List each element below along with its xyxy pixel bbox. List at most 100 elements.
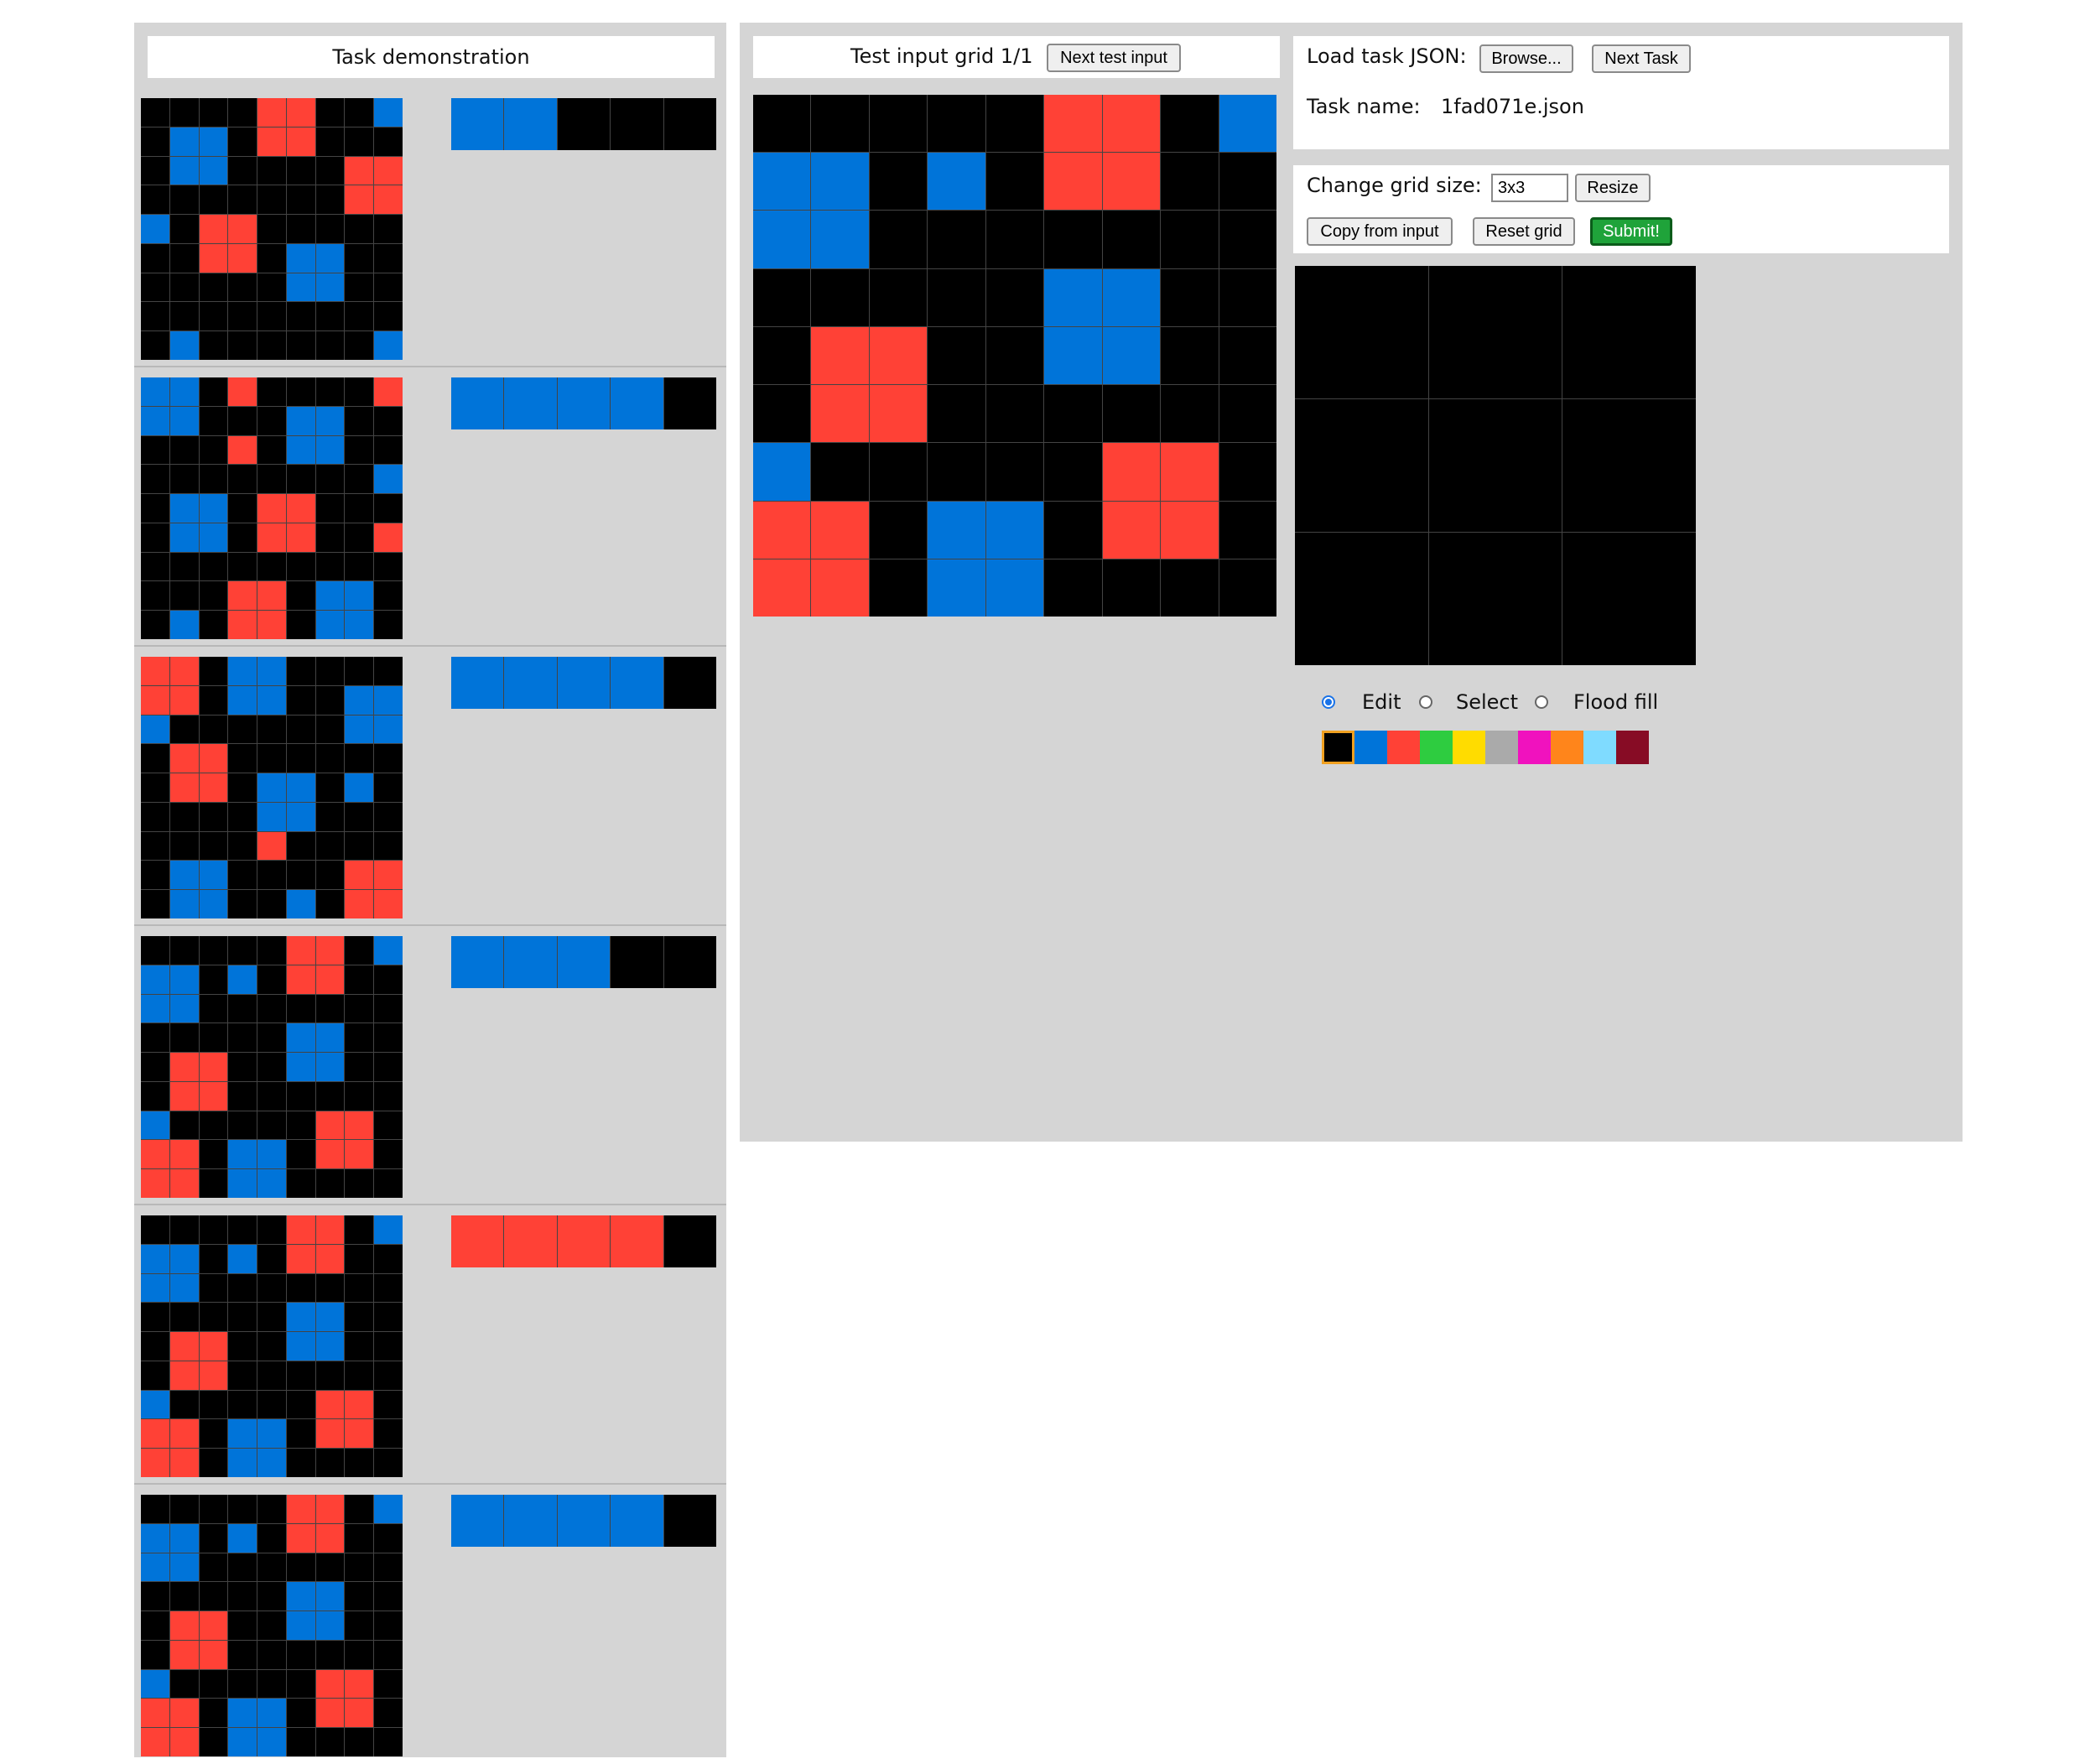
color-swatch[interactable] bbox=[1583, 731, 1616, 764]
submit-button[interactable]: Submit! bbox=[1590, 217, 1672, 246]
grid-size-input[interactable] bbox=[1491, 174, 1568, 202]
demo-input-cell bbox=[141, 1215, 169, 1244]
reset-grid-button[interactable]: Reset grid bbox=[1473, 217, 1575, 246]
resize-button[interactable]: Resize bbox=[1575, 174, 1651, 202]
demo-input-cell bbox=[228, 1244, 257, 1273]
demo-input-cell bbox=[374, 377, 403, 406]
demo-input-cell bbox=[228, 156, 257, 185]
demo-input-cell bbox=[374, 1390, 403, 1419]
demo-input-cell bbox=[374, 861, 403, 890]
test-input-cell bbox=[1161, 559, 1219, 617]
demo-input-cell bbox=[141, 1303, 169, 1332]
demo-input-cell bbox=[141, 156, 169, 185]
demo-input-cell bbox=[141, 185, 169, 215]
demo-input-cell bbox=[141, 1390, 169, 1419]
output-cell[interactable] bbox=[1562, 266, 1696, 398]
demo-input-cell bbox=[199, 1523, 228, 1553]
demo-input-cell bbox=[169, 552, 199, 581]
demo-output-cell bbox=[557, 1215, 611, 1267]
next-task-button[interactable]: Next Task bbox=[1592, 44, 1691, 73]
test-input-cell bbox=[1102, 153, 1161, 211]
demo-input-cell bbox=[257, 1669, 286, 1699]
demo-input-cell bbox=[169, 685, 199, 715]
next-test-input-button[interactable]: Next test input bbox=[1047, 44, 1181, 72]
demo-input-cell bbox=[141, 802, 169, 831]
output-cell[interactable] bbox=[1295, 266, 1428, 398]
demo-input-cell bbox=[345, 657, 374, 685]
test-input-cell bbox=[1161, 326, 1219, 385]
demo-input-cell bbox=[345, 1523, 374, 1553]
test-input-cell bbox=[1161, 501, 1219, 559]
demo-input-cell bbox=[228, 1140, 257, 1169]
test-input-cell bbox=[1219, 268, 1276, 326]
demo-input-cell bbox=[286, 1582, 315, 1611]
demo-input-cell bbox=[169, 1419, 199, 1449]
demo-input-cell bbox=[374, 331, 403, 360]
demo-output-cell bbox=[451, 98, 504, 150]
demo-input-cell bbox=[141, 1495, 169, 1523]
color-swatch[interactable] bbox=[1387, 731, 1420, 764]
output-cell[interactable] bbox=[1295, 533, 1428, 665]
test-input-cell bbox=[928, 153, 985, 211]
demo-input-cell bbox=[169, 936, 199, 965]
demo-input-cell bbox=[257, 1053, 286, 1081]
demo-input-cell bbox=[257, 1419, 286, 1449]
color-swatch[interactable] bbox=[1322, 731, 1354, 764]
output-cell[interactable] bbox=[1562, 399, 1696, 532]
demo-input-cell bbox=[374, 1495, 403, 1523]
demo-output-cell bbox=[557, 936, 611, 988]
edit-radio[interactable] bbox=[1322, 695, 1335, 709]
demo-input-cell bbox=[228, 1169, 257, 1198]
test-input-cell bbox=[869, 501, 928, 559]
color-swatch[interactable] bbox=[1616, 731, 1649, 764]
demo-input-cell bbox=[228, 552, 257, 581]
flood-fill-radio[interactable] bbox=[1535, 695, 1548, 709]
demo-input-cell bbox=[169, 494, 199, 523]
demo-input-cell bbox=[257, 685, 286, 715]
demo-input-cell bbox=[199, 657, 228, 685]
copy-from-input-button[interactable]: Copy from input bbox=[1307, 217, 1453, 246]
demo-input-cell bbox=[199, 1023, 228, 1053]
demo-input-cell bbox=[374, 127, 403, 156]
demo-output-cell bbox=[611, 377, 663, 429]
select-radio[interactable] bbox=[1419, 695, 1432, 709]
demo-input-cell bbox=[315, 1169, 345, 1198]
color-swatch[interactable] bbox=[1518, 731, 1551, 764]
test-input-cell bbox=[1219, 326, 1276, 385]
demo-input-cell bbox=[257, 1169, 286, 1198]
demo-input-cell bbox=[228, 435, 257, 465]
output-grid[interactable] bbox=[1295, 266, 1696, 665]
demo-input-cell bbox=[199, 243, 228, 273]
demo-input-cell bbox=[374, 273, 403, 302]
demo-input-cell bbox=[141, 127, 169, 156]
demo-input-cell bbox=[374, 406, 403, 435]
output-cell[interactable] bbox=[1428, 266, 1562, 398]
output-cell[interactable] bbox=[1428, 533, 1562, 665]
color-swatch[interactable] bbox=[1420, 731, 1453, 764]
demo-input-cell bbox=[257, 185, 286, 215]
color-swatch[interactable] bbox=[1485, 731, 1518, 764]
test-input-cell bbox=[1102, 95, 1161, 153]
browse-button[interactable]: Browse... bbox=[1479, 44, 1573, 73]
demo-input-cell bbox=[345, 773, 374, 802]
output-cell[interactable] bbox=[1428, 399, 1562, 532]
color-swatch[interactable] bbox=[1453, 731, 1485, 764]
demo-input-cell bbox=[169, 1728, 199, 1756]
demo-output-grid bbox=[451, 98, 716, 150]
color-swatch[interactable] bbox=[1354, 731, 1387, 764]
demo-input-cell bbox=[374, 802, 403, 831]
test-input-cell bbox=[1161, 268, 1219, 326]
test-input-cell bbox=[811, 268, 869, 326]
demo-title-box: Task demonstration bbox=[148, 36, 715, 78]
demo-input-cell bbox=[141, 1244, 169, 1273]
demo-input-cell bbox=[315, 1303, 345, 1332]
demo-input-cell bbox=[315, 1361, 345, 1390]
demo-input-cell bbox=[228, 1553, 257, 1582]
color-swatch[interactable] bbox=[1551, 731, 1583, 764]
output-cell[interactable] bbox=[1295, 399, 1428, 532]
demo-input-cell bbox=[199, 611, 228, 639]
demo-input-cell bbox=[199, 715, 228, 744]
demo-input-cell bbox=[345, 331, 374, 360]
test-input-cell bbox=[985, 443, 1044, 501]
output-cell[interactable] bbox=[1562, 533, 1696, 665]
